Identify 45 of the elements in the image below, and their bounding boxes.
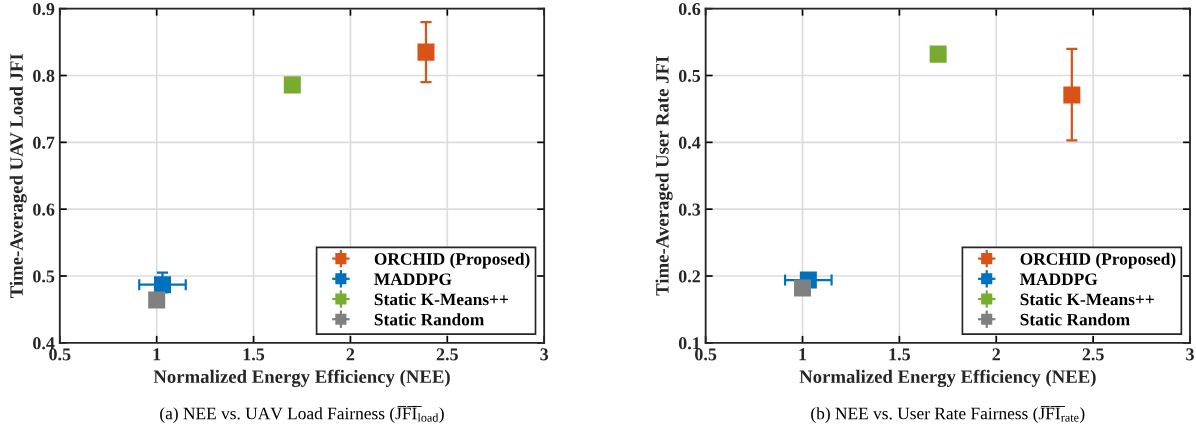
y-axis-title: Time-Averaged UAV Load JFI bbox=[9, 53, 27, 298]
x-tick-label: 1 bbox=[799, 348, 807, 361]
y-tick-label: 0.3 bbox=[678, 203, 701, 216]
point bbox=[1063, 86, 1081, 104]
y-tick-label: 0.4 bbox=[678, 136, 701, 149]
legend-label: Static K-Means++ bbox=[1020, 293, 1154, 306]
x-tick-label: 1.5 bbox=[243, 348, 265, 361]
y-tick-label: 0.5 bbox=[33, 270, 55, 283]
x-tick-label: 1 bbox=[153, 348, 161, 361]
x-tick-label: 3 bbox=[540, 348, 549, 361]
y-tick-label: 0.6 bbox=[678, 2, 701, 16]
legend-label: ORCHID (Proposed) bbox=[1020, 252, 1176, 269]
x-tick-label: 3 bbox=[1186, 348, 1194, 361]
y-tick-label: 0.5 bbox=[678, 69, 701, 83]
y-tick-label: 0.2 bbox=[678, 270, 700, 283]
point bbox=[153, 276, 171, 294]
x-tick-label: 0.5 bbox=[49, 348, 71, 361]
text: (b) NEE vs. User Rate Fairness (J̅F̅I̅$_{rate}$) bbox=[811, 405, 1085, 423]
y-tick-label: 0.6 bbox=[33, 203, 55, 216]
point bbox=[148, 291, 166, 309]
y-tick-label: 0.4 bbox=[33, 337, 55, 350]
legend-label: MADDPG bbox=[1020, 273, 1098, 286]
y-axis-title: Time-Averaged User Rate JFI bbox=[655, 56, 673, 296]
x-tick-label: 1.5 bbox=[889, 348, 911, 361]
x-tick-label: 2 bbox=[992, 348, 1001, 361]
y-tick-label: 0.7 bbox=[33, 136, 55, 149]
legend-label: ORCHID (Proposed) bbox=[374, 252, 530, 269]
x-tick-label: 2.5 bbox=[1082, 348, 1104, 361]
point bbox=[929, 45, 947, 63]
legend-label: MADDPG bbox=[374, 273, 452, 286]
y-tick-label: 0.8 bbox=[33, 69, 55, 83]
point bbox=[417, 43, 435, 61]
y-tick-label: 0.1 bbox=[678, 337, 700, 350]
y-tick-label: 0.9 bbox=[33, 2, 55, 16]
x-tick-label: 0.5 bbox=[695, 348, 717, 361]
x-axis-title: Normalized Energy Efficiency (NEE) bbox=[799, 369, 1096, 387]
x-tick-label: 2 bbox=[346, 348, 355, 361]
legend-label: Static Random bbox=[374, 313, 485, 326]
x-axis-title: Normalized Energy Efficiency (NEE) bbox=[153, 369, 450, 387]
text: (a) NEE vs. UAV Load Fairness (J̅F̅I̅$_{load}$) bbox=[160, 405, 444, 423]
legend-label: Static Random bbox=[1020, 313, 1130, 326]
x-tick-label: 2.5 bbox=[436, 348, 458, 361]
legend-label: Static K-Means++ bbox=[374, 293, 508, 306]
point bbox=[283, 76, 301, 94]
point bbox=[794, 279, 812, 297]
